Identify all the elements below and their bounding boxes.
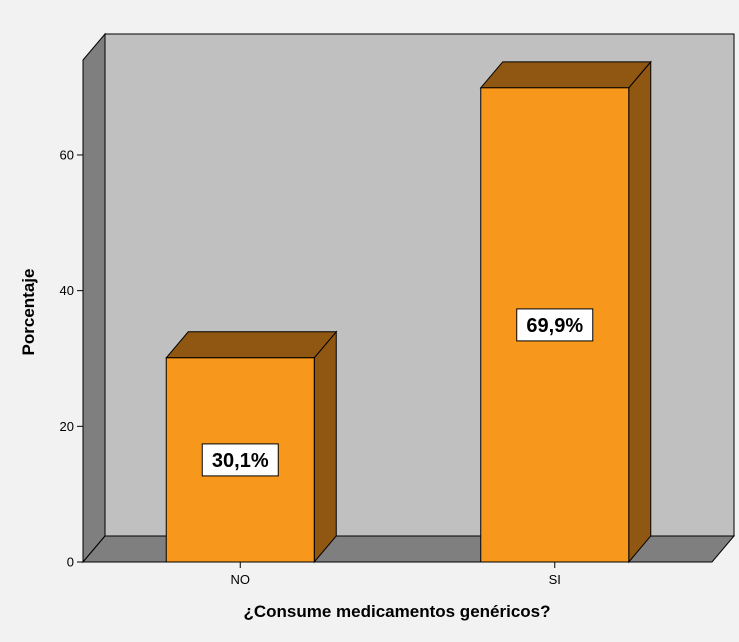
y-tick-label: 40	[60, 283, 74, 298]
y-axis: 0 20 40 60	[60, 147, 83, 570]
data-label: 30,1%	[212, 450, 269, 472]
side-wall	[82, 32, 106, 564]
bar-top	[165, 331, 338, 359]
bar-no: 30,1%	[165, 330, 338, 564]
x-axis: NO SI	[231, 562, 561, 587]
bar-side	[313, 330, 337, 564]
y-tick-label: 60	[60, 147, 74, 162]
data-label-box	[516, 308, 594, 342]
bar-si: 69,9%	[479, 60, 652, 564]
y-tick-label: 0	[67, 555, 74, 570]
x-tick-label: NO	[231, 572, 251, 587]
y-axis-title: Porcentaje	[19, 269, 38, 356]
data-label: 69,9%	[526, 315, 583, 337]
y-tick-label: 20	[60, 419, 74, 434]
bar-top	[479, 61, 652, 89]
x-axis-title: ¿Consume medicamentos genéricos?	[243, 602, 550, 621]
data-label-box	[201, 443, 279, 477]
bar-side	[628, 60, 652, 564]
bars: 30,1% 69,9%	[165, 60, 652, 564]
x-tick-label: SI	[549, 572, 561, 587]
